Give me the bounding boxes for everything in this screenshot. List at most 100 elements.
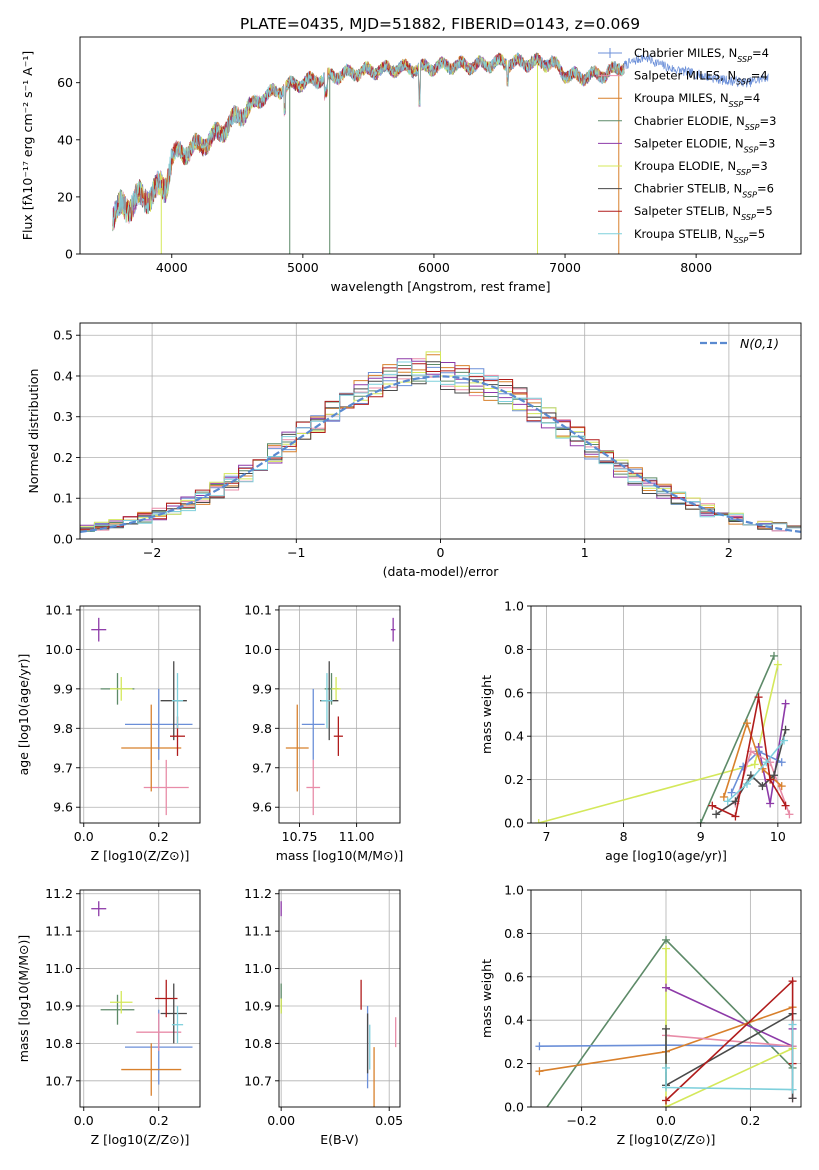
y-tick-label: 0.8 <box>504 642 524 657</box>
legend-entry-kroupa-stelib: Kroupa STELIB, NSSP=5 <box>598 227 765 245</box>
series-marker <box>750 760 759 769</box>
series-marker <box>766 775 775 784</box>
series-marker <box>534 819 543 823</box>
mass-vs-extinction-panel: 0.00 0.05 10.7 10.8 10.9 11.0 11.1 11.2 E(B-V) <box>244 886 403 1147</box>
spectrum-line-kroupa-stelib <box>112 52 625 228</box>
spectrum-line-salpeter-stelib <box>112 53 625 228</box>
y-tick-label: 0.5 <box>53 328 73 343</box>
x-tick-label: −1 <box>287 545 305 560</box>
y-tick-label: 0.4 <box>53 368 73 383</box>
y-tick-label: 60 <box>57 75 73 90</box>
errorbar-chabrier-elodie <box>100 994 135 1025</box>
spectrum-line-chabrier-elodie <box>112 52 625 232</box>
y-tick-label: 10.1 <box>244 602 272 617</box>
x-tick-label: 0.2 <box>740 1113 760 1128</box>
errorbar-salpeter-stelib <box>333 716 343 756</box>
x-tick-label: 2 <box>725 545 733 560</box>
y-axis-label: mass [log10(M/M⊙)] <box>16 935 31 1063</box>
y-tick-label: 1.0 <box>504 883 524 898</box>
y-tick-label: 9.7 <box>252 760 272 775</box>
y-axis-label: mass weight <box>479 675 494 754</box>
gaussian-curve <box>80 375 801 533</box>
y-tick-label: 9.6 <box>53 800 73 815</box>
errorbar-kroupa-stelib <box>171 1005 184 1044</box>
y-tick-label: 11.2 <box>45 886 73 901</box>
axes-frame <box>278 605 401 824</box>
errorbar-points <box>285 617 396 816</box>
y-tick-label: 9.7 <box>53 760 73 775</box>
y-tick-label: 9.6 <box>252 800 272 815</box>
y-tick-label: 0.4 <box>504 729 524 744</box>
y-tick-label: 11.1 <box>45 924 73 939</box>
series-marker <box>662 1083 670 1092</box>
age-vs-mass-panel: 10.75 11.00 9.6 9.7 9.8 9.9 10.0 10.1 mass [log1… <box>244 602 403 863</box>
spectrum-line-salpeter-elodie <box>112 53 625 228</box>
series-chabrier-stelib <box>712 725 790 819</box>
series-marker <box>535 1042 544 1051</box>
series-kroupa-stelib <box>662 1020 797 1094</box>
errorbar-salpeter-elodie <box>390 617 396 642</box>
errorbar-salpeter-miles <box>136 1013 182 1051</box>
legend-label: Kroupa MILES, NSSP=4 <box>634 91 760 109</box>
y-axis-label: Normed distribution <box>26 369 41 494</box>
series-line <box>665 948 793 1107</box>
y-tick-label: 0 <box>65 247 73 262</box>
errorbar-kroupa-elodie <box>110 677 133 701</box>
series-marker <box>754 693 763 702</box>
legend-entry-chabrier-elodie: Chabrier ELODIE, NSSP=3 <box>598 114 776 132</box>
legend-label: Kroupa STELIB, NSSP=5 <box>634 227 765 245</box>
x-tick-label: 8 <box>620 829 628 844</box>
residual-legend: N(0,1) <box>700 336 779 351</box>
y-tick-label: 0.4 <box>504 1013 524 1028</box>
errorbar-salpeter-elodie <box>91 617 107 642</box>
series-marker <box>781 801 790 810</box>
weight-vs-metallicity-panel: −0.2 0.0 0.2 0.0 0.2 0.4 0.6 0.8 1.0 Z [log10(Z/Z… <box>479 883 802 1147</box>
spectrum-line-kroupa-miles <box>112 52 625 226</box>
series-marker <box>696 819 705 823</box>
axes-frame <box>79 605 201 824</box>
series-salpeter-miles <box>662 1031 797 1103</box>
legend-entry-salpeter-stelib: Salpeter STELIB, NSSP=5 <box>598 204 773 222</box>
weight-vs-age-panel: 7 8 9 10 0.0 0.2 0.4 0.6 0.8 1.0 age [log10(age/yr… <box>479 599 802 863</box>
y-tick-label: 0.6 <box>504 969 524 984</box>
legend-entry-kroupa-miles: Kroupa MILES, NSSP=4 <box>598 91 760 109</box>
legend-label: Chabrier STELIB, NSSP=6 <box>634 182 774 200</box>
y-tick-label: 11.2 <box>244 886 272 901</box>
series-marker <box>662 1063 670 1072</box>
legend-label: Salpeter ELODIE, NSSP=3 <box>634 136 775 154</box>
y-tick-label: 0.2 <box>53 450 73 465</box>
legend-label: Chabrier ELODIE, NSSP=3 <box>634 114 776 132</box>
x-tick-label: 0.0 <box>74 829 94 844</box>
series-line <box>665 979 794 1102</box>
y-tick-label: 0.3 <box>53 409 73 424</box>
series-line <box>665 1012 794 1099</box>
figure-title: PLATE=0435, MJD=51882, FIBERID=0143, z=0… <box>240 15 640 33</box>
errorbar-points <box>280 901 397 1107</box>
x-axis-label: E(B-V) <box>320 1132 359 1147</box>
series-marker <box>762 758 771 767</box>
y-tick-label: 0.8 <box>504 926 524 941</box>
y-tick-label: 10.9 <box>244 998 272 1013</box>
series-marker <box>662 983 670 992</box>
series-marker <box>770 771 778 780</box>
series-marker <box>770 651 778 660</box>
y-tick-label: 10.9 <box>45 998 73 1013</box>
legend-label: Chabrier MILES, NSSP=4 <box>634 46 769 64</box>
series-marker <box>727 788 736 797</box>
legend-label: Kroupa ELODIE, NSSP=3 <box>634 159 768 177</box>
y-tick-label: 11.1 <box>244 924 272 939</box>
series-line <box>665 1024 794 1091</box>
series-marker <box>723 797 732 806</box>
series-marker <box>788 1094 797 1103</box>
legend-entry-salpeter-elodie: Salpeter ELODIE, NSSP=3 <box>598 136 775 154</box>
series-marker <box>731 812 740 821</box>
x-tick-label: 1 <box>581 545 589 560</box>
y-tick-label: 10.8 <box>244 1036 272 1051</box>
errorbar-kroupa-stelib <box>321 673 333 729</box>
errorbar-kroupa-elodie <box>331 677 341 701</box>
y-tick-label: 9.9 <box>53 681 73 696</box>
y-tick-label: 10.7 <box>45 1073 73 1088</box>
y-axis-label: Flux [fλ10⁻¹⁷ erg cm⁻² s⁻¹ A⁻¹] <box>20 51 35 240</box>
errorbar-salpeter-stelib <box>155 979 178 1018</box>
